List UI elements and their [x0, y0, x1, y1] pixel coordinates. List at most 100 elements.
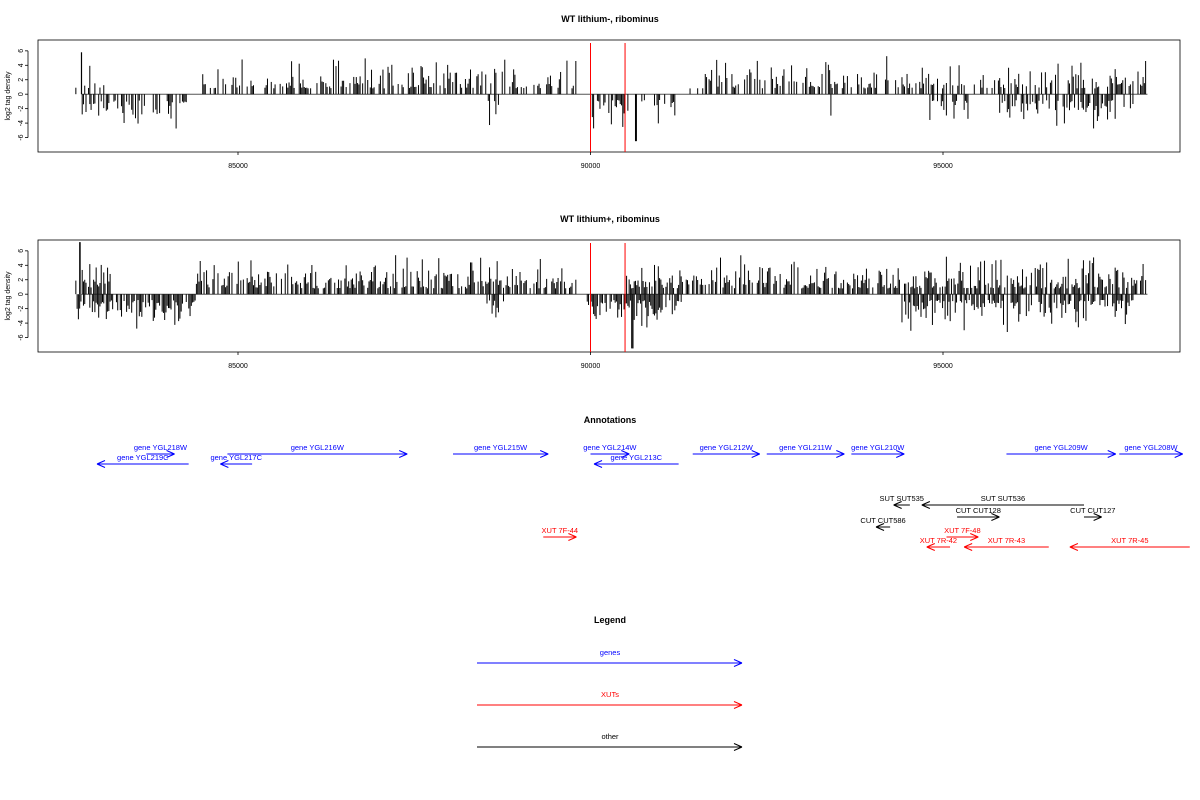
feature-label: XUT 7F-48: [944, 526, 981, 535]
feature-arrow-head: [751, 450, 760, 455]
y-axis-label: log2 tag density: [5, 71, 12, 121]
feature-arrow-head: [1107, 453, 1116, 458]
plot-frame: [37, 39, 1181, 153]
marker-lines: [590, 243, 626, 352]
feature-label: gene YGL212W: [700, 443, 754, 452]
feature-arrow-head: [991, 516, 1000, 521]
feature-gene-ygl212w: gene YGL212W: [692, 443, 760, 458]
y-axis: -6 -4 -2 0 2 4 6: [18, 49, 29, 141]
legend-arrow-head: [733, 659, 743, 664]
feature-arrow-head: [921, 504, 931, 509]
feature-label: CUT CUT586: [860, 516, 905, 525]
y-tick-label: -6: [18, 334, 25, 340]
feature-arrow-head: [96, 460, 106, 465]
feature-arrow-head: [1093, 516, 1102, 521]
legend-title: Legend: [594, 615, 626, 625]
feature-cut-cut128: CUT CUT128: [956, 506, 1001, 521]
feature-gene-ygl213c: gene YGL213C: [593, 453, 679, 468]
y-tick-label: 2: [18, 278, 25, 282]
feature-arrow-head: [398, 453, 408, 458]
feature-xut-7f-44: XUT 7F-44: [542, 526, 579, 541]
feature-arrow-head: [896, 450, 905, 455]
feature-arrow-head: [893, 504, 902, 509]
y-tick-label: 0: [18, 292, 25, 296]
feature-arrow-head: [568, 533, 577, 538]
y-tick-label: -4: [18, 320, 25, 326]
feature-arrow-head: [875, 526, 885, 531]
feature-label: SUT SUT536: [981, 494, 1025, 503]
feature-arrow-head: [893, 501, 902, 506]
y-axis-label: log2 tag density: [5, 271, 12, 321]
feature-arrow-head: [539, 450, 549, 455]
feature-label: gene YGL217C: [210, 453, 262, 462]
feature-arrow-head: [1069, 546, 1079, 551]
feature-arrow-head: [1069, 543, 1079, 548]
feature-arrow-head: [963, 546, 973, 551]
x-tick-label: 90000: [581, 363, 601, 370]
x-tick-label: 85000: [228, 363, 248, 370]
feature-arrow-head: [1093, 513, 1102, 518]
x-tick-label: 85000: [228, 163, 248, 170]
y-tick-label: 4: [18, 263, 25, 267]
y-tick-label: 0: [18, 92, 25, 96]
feature-label: gene YGL208W: [1124, 443, 1178, 452]
feature-arrow-head: [751, 453, 760, 458]
legend-arrow-head: [733, 704, 743, 709]
feature-arrow-head: [926, 546, 935, 551]
feature-gene-ygl214w: gene YGL214W: [583, 443, 637, 458]
feature-xut-7r-45: XUT 7R-45: [1069, 536, 1190, 551]
legend-arrow-head: [733, 743, 743, 748]
feature-sut-sut536: SUT SUT536: [921, 494, 1084, 509]
feature-label: XUT 7F-44: [542, 526, 579, 535]
bar-series: [75, 52, 1148, 142]
feature-label: gene YGL214W: [583, 443, 637, 452]
feature-label: gene YGL213C: [611, 453, 663, 462]
x-axis: 85000 90000 95000: [228, 352, 953, 370]
feature-label: gene YGL215W: [474, 443, 528, 452]
feature-xut-7r-43: XUT 7R-43: [963, 536, 1049, 551]
feature-arrow-head: [1174, 450, 1183, 455]
legend-item-xuts: XUTs: [477, 690, 743, 709]
feature-sut-sut535: SUT SUT535: [880, 494, 924, 509]
annotations-title: Annotations: [584, 415, 637, 425]
feature-arrow-head: [220, 460, 229, 465]
legend-arrow-head: [733, 746, 743, 751]
x-tick-label: 90000: [581, 163, 601, 170]
panel-title: WT lithium+, ribominus: [560, 214, 660, 224]
feature-gene-ygl218w: gene YGL218W: [134, 443, 188, 458]
feature-arrow-head: [926, 543, 935, 548]
feature-gene-ygl216w: gene YGL216W: [227, 443, 408, 458]
y-tick-label: 2: [18, 78, 25, 82]
feature-gene-ygl211w: gene YGL211W: [766, 443, 845, 458]
feature-gene-ygl215w: gene YGL215W: [453, 443, 549, 458]
feature-gene-ygl217c: gene YGL217C: [210, 453, 263, 468]
feature-label: gene YGL216W: [291, 443, 345, 452]
bar-series: [75, 242, 1148, 349]
x-axis: 85000 90000 95000: [228, 152, 953, 170]
panel-lithium-plus: WT lithium+, ribominus log2 tag density …: [5, 214, 1181, 370]
y-tick-label: -2: [18, 305, 25, 311]
feature-gene-ygl209w: gene YGL209W: [1006, 443, 1116, 458]
feature-arrow-head: [836, 453, 845, 458]
feature-arrow-head: [593, 460, 603, 465]
y-tick-label: 6: [18, 249, 25, 253]
feature-label: SUT SUT535: [880, 494, 924, 503]
feature-label: gene YGL218W: [134, 443, 188, 452]
panel-lithium-minus: WT lithium-, ribominus log2 tag density …: [5, 14, 1181, 170]
legend-label: genes: [600, 648, 621, 657]
feature-arrow-head: [836, 450, 845, 455]
x-tick-label: 95000: [933, 163, 953, 170]
feature-arrow-head: [621, 453, 630, 458]
feature-cut-cut586: CUT CUT586: [860, 516, 906, 531]
feature-label: XUT 7R-42: [920, 536, 957, 545]
y-tick-label: -6: [18, 134, 25, 140]
feature-arrow-head: [166, 450, 175, 455]
legend: Legend genes XUTs other: [477, 615, 743, 751]
feature-arrow-head: [539, 453, 549, 458]
feature-arrow-head: [970, 536, 979, 541]
feature-label: gene YGL219C: [117, 453, 169, 462]
feature-arrow-head: [621, 450, 630, 455]
